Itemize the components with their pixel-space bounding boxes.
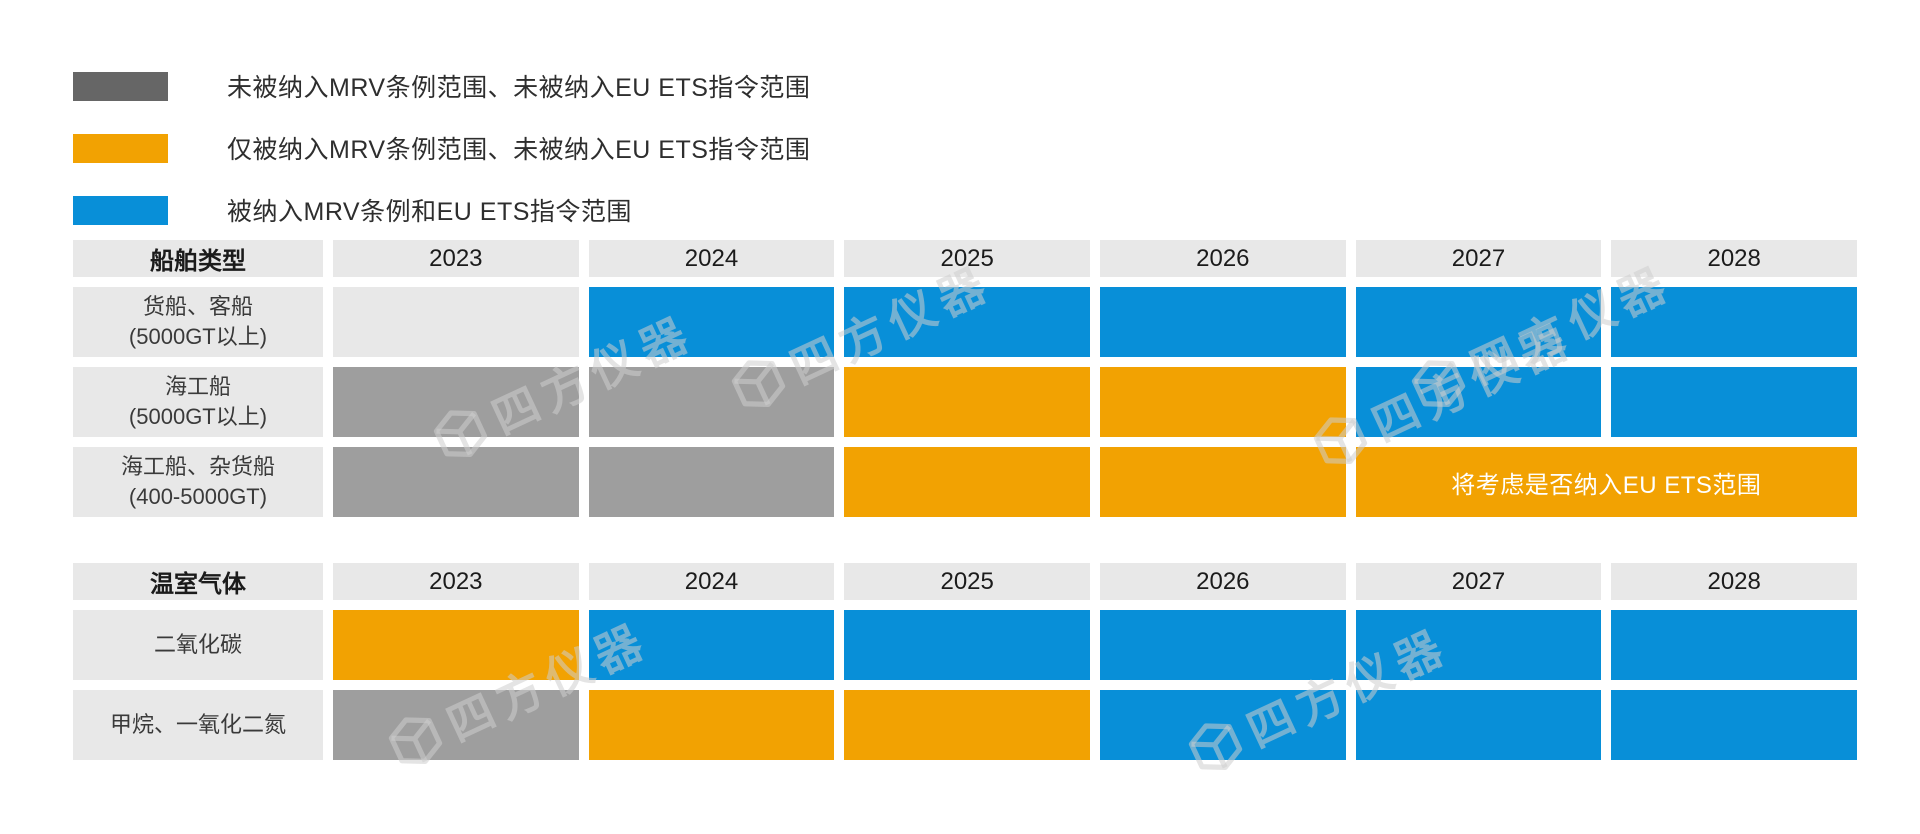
status-cell-mrv_only — [844, 447, 1090, 517]
year-header: 2023 — [333, 240, 579, 277]
year-header: 2028 — [1611, 563, 1857, 600]
legend-item-label: 被纳入MRV条例和EU ETS指令范围 — [227, 198, 632, 226]
ship-type-table: 船舶类型 2023 2024 2025 2026 2027 2028 货船、客船 (5000G… — [73, 240, 1857, 517]
row-label: 甲烷、一氧化二氮 — [73, 690, 323, 760]
mrv_ets-color-swatch — [73, 195, 168, 225]
year-header: 2026 — [1100, 240, 1346, 277]
table-corner-header: 温室气体 — [73, 563, 323, 600]
status-cell-mrv_ets — [1355, 287, 1602, 357]
table-corner-header: 船舶类型 — [73, 240, 323, 277]
mrv_only-color-swatch — [73, 133, 168, 163]
row-label: 二氧化碳 — [73, 610, 323, 680]
status-cell-mrv_ets — [1611, 287, 1857, 357]
status-cell-mrv_ets — [1355, 610, 1602, 680]
row-label: 海工船 (5000GT以上) — [73, 367, 323, 437]
status-cell-mrv_only — [333, 610, 579, 680]
status-cell-neither — [333, 690, 579, 760]
status-cell-mrv_only — [844, 367, 1090, 437]
status-cell-neither — [588, 367, 835, 437]
status-cell-neither — [588, 447, 835, 517]
status-cell-neither — [333, 367, 579, 437]
status-cell-mrv_only — [1100, 367, 1346, 437]
status-cell-mrv_only — [588, 690, 835, 760]
legend-item: 未被纳入MRV条例范围、未被纳入EU ETS指令范围 — [73, 68, 810, 104]
row-label: 海工船、杂货船 (400-5000GT) — [73, 447, 323, 517]
legend: 未被纳入MRV条例范围、未被纳入EU ETS指令范围 仅被纳入MRV条例范围、未被… — [73, 68, 810, 254]
legend-item: 仅被纳入MRV条例范围、未被纳入EU ETS指令范围 — [73, 130, 810, 166]
status-cell-mrv_ets — [1355, 367, 1602, 437]
year-header: 2024 — [588, 563, 835, 600]
cell-note: 将考虑是否纳入EU ETS范围 — [1451, 471, 1762, 499]
status-cell-mrv_ets — [1611, 367, 1857, 437]
status-cell-mrv_ets — [1611, 610, 1857, 680]
status-cell-mrv_only — [1100, 447, 1346, 517]
year-header: 2027 — [1355, 240, 1602, 277]
year-header: 2026 — [1100, 563, 1346, 600]
greenhouse-gas-table: 温室气体 2023 2024 2025 2026 2027 2028 二氧化碳甲烷、一氧化二氮 — [73, 563, 1857, 760]
status-cell-neither — [333, 447, 579, 517]
status-cell-mrv_ets — [1100, 690, 1346, 760]
status-cell-mrv_ets — [844, 287, 1090, 357]
status-cell-mrv_ets — [1611, 690, 1857, 760]
status-cell-mrv_ets — [1355, 690, 1602, 760]
status-cell-mrv_ets — [1100, 610, 1346, 680]
status-cell-mrv_ets — [588, 610, 835, 680]
legend-item-label: 未被纳入MRV条例范围、未被纳入EU ETS指令范围 — [227, 74, 811, 102]
neither-color-swatch — [73, 71, 168, 101]
year-header: 2025 — [844, 240, 1090, 277]
legend-item-label: 仅被纳入MRV条例范围、未被纳入EU ETS指令范围 — [227, 136, 811, 164]
year-header: 2028 — [1611, 240, 1857, 277]
legend-item: 被纳入MRV条例和EU ETS指令范围 — [73, 192, 810, 228]
status-cell-mrv_ets — [1100, 287, 1346, 357]
status-cell-mrv_only: 将考虑是否纳入EU ETS范围 — [1355, 447, 1857, 517]
year-header: 2024 — [588, 240, 835, 277]
row-label: 货船、客船 (5000GT以上) — [73, 287, 323, 357]
status-cell-mrv_ets — [588, 287, 835, 357]
status-cell-mrv_ets — [844, 610, 1090, 680]
status-cell-mrv_only — [844, 690, 1090, 760]
status-cell-blank — [333, 287, 579, 357]
year-header: 2027 — [1355, 563, 1602, 600]
year-header: 2025 — [844, 563, 1090, 600]
year-header: 2023 — [333, 563, 579, 600]
